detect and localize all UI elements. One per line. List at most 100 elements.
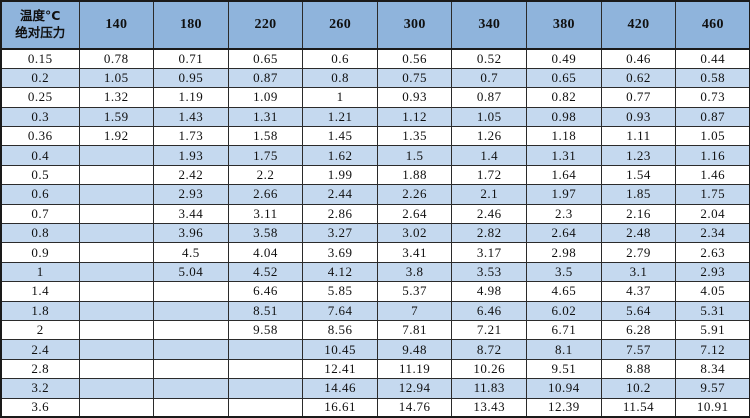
data-cell: 5.37 (376, 281, 453, 302)
data-cell: 16.61 (302, 397, 378, 418)
data-cell: 3.96 (153, 223, 229, 244)
data-cell: 7.81 (376, 319, 453, 341)
data-cell: 2.34 (675, 223, 750, 244)
table-row: 0.7 3.44 3.11 2.86 2.64 2.46 2.3 2.16 2.04 (0, 203, 750, 225)
data-cell: 7.12 (675, 339, 750, 360)
table-row: 0.3 1.59 1.43 1.31 1.21 1.12 1.05 0.98 0.93 0.87 (0, 106, 750, 128)
data-cell: 0.93 (376, 87, 453, 108)
table-row: 0.2 1.05 0.95 0.87 0.8 0.75 0.7 0.65 0.62 0.58 (0, 67, 750, 89)
data-cell: 4.5 (153, 242, 229, 263)
data-cell: 6.02 (526, 300, 602, 321)
data-cell: 1.97 (526, 184, 602, 205)
row-header-cell: 1.4 (0, 281, 80, 302)
data-cell: 1.93 (153, 145, 229, 166)
data-cell: 9.57 (675, 378, 750, 399)
row-header-cell: 1 (0, 261, 80, 283)
table-row: 3.2 14.46 12.94 11.83 10.94 10.2 9.57 (0, 378, 750, 399)
column-header-460: 460 (675, 0, 750, 50)
data-cell: 11.19 (376, 358, 453, 380)
data-cell: 0.44 (675, 48, 750, 69)
data-cell: 3.41 (376, 242, 453, 263)
data-cell: 1.85 (600, 184, 677, 205)
data-cell: 0.98 (526, 106, 602, 128)
table-row: 0.25 1.32 1.19 1.09 1 0.93 0.87 0.82 0.77 0.73 (0, 87, 750, 108)
data-cell: 4.98 (451, 281, 528, 302)
data-cell: 14.76 (376, 397, 453, 418)
table-row: 0.15 0.78 0.71 0.65 0.6 0.56 0.52 0.49 0.46 0.44 (0, 48, 750, 69)
data-cell: 12.94 (376, 378, 453, 399)
data-cell: 2.42 (153, 164, 229, 186)
data-cell: 1.05 (451, 106, 528, 128)
data-cell: 1.05 (78, 67, 155, 89)
data-cell: 9.58 (227, 319, 304, 341)
row-header-cell: 0.6 (0, 184, 80, 205)
data-cell: 1.54 (600, 164, 677, 186)
data-cell: 3.11 (227, 203, 304, 225)
empty-cell (78, 339, 155, 360)
empty-cell (227, 397, 304, 418)
data-cell: 12.39 (526, 397, 602, 418)
column-header-220: 220 (227, 0, 304, 50)
data-cell: 12.41 (302, 358, 378, 380)
data-cell: 1.23 (600, 145, 677, 166)
header-row: 温度°C 绝对压力 140 180 220 260 300 340 380 42… (0, 0, 750, 50)
data-cell: 5.31 (675, 300, 750, 321)
row-header-cell: 3.2 (0, 378, 80, 399)
empty-cell (78, 145, 155, 166)
data-cell: 1.62 (302, 145, 378, 166)
data-cell: 1.58 (227, 126, 304, 147)
table-row: 0.9 4.5 4.04 3.69 3.41 3.17 2.98 2.79 2.63 (0, 242, 750, 263)
data-cell: 2.16 (600, 203, 677, 225)
row-header-cell: 0.36 (0, 126, 80, 147)
data-cell: 1.59 (78, 106, 155, 128)
data-cell: 8.51 (227, 300, 304, 321)
empty-cell (78, 184, 155, 205)
data-cell: 1.31 (526, 145, 602, 166)
data-cell: 1.75 (227, 145, 304, 166)
empty-cell (78, 261, 155, 283)
empty-cell (78, 242, 155, 263)
data-cell: 6.71 (526, 319, 602, 341)
data-cell: 6.28 (600, 319, 677, 341)
data-cell: 0.46 (600, 48, 677, 69)
row-header-cell: 1.8 (0, 300, 80, 321)
data-cell: 2.86 (302, 203, 378, 225)
data-cell: 0.56 (376, 48, 453, 69)
column-header-180: 180 (153, 0, 229, 50)
table-row: 0.8 3.96 3.58 3.27 3.02 2.82 2.64 2.48 2.34 (0, 223, 750, 244)
data-cell: 1.5 (376, 145, 453, 166)
data-cell: 4.52 (227, 261, 304, 283)
data-cell: 2.63 (675, 242, 750, 263)
data-cell: 4.04 (227, 242, 304, 263)
data-cell: 0.49 (526, 48, 602, 69)
data-cell: 8.56 (302, 319, 378, 341)
table-row: 0.5 2.42 2.2 1.99 1.88 1.72 1.64 1.54 1.46 (0, 164, 750, 186)
corner-header-line-1: 温度°C (20, 8, 61, 24)
data-cell: 3.8 (376, 261, 453, 283)
data-cell: 9.48 (376, 339, 453, 360)
data-cell: 2.82 (451, 223, 528, 244)
table-row: 1 5.04 4.52 4.12 3.8 3.53 3.5 3.1 2.93 (0, 261, 750, 283)
data-cell: 0.87 (227, 67, 304, 89)
data-cell: 0.87 (675, 106, 750, 128)
data-cell: 1.46 (675, 164, 750, 186)
data-cell: 0.82 (526, 87, 602, 108)
data-cell: 14.46 (302, 378, 378, 399)
data-cell: 0.8 (302, 67, 378, 89)
empty-cell (78, 358, 155, 380)
data-cell: 2.1 (451, 184, 528, 205)
data-cell: 11.83 (451, 378, 528, 399)
data-cell: 4.05 (675, 281, 750, 302)
data-cell: 1.88 (376, 164, 453, 186)
table-row: 0.6 2.93 2.66 2.44 2.26 2.1 1.97 1.85 1.75 (0, 184, 750, 205)
data-cell: 7.57 (600, 339, 677, 360)
data-cell: 3.69 (302, 242, 378, 263)
data-cell: 3.58 (227, 223, 304, 244)
empty-cell (153, 319, 229, 341)
data-cell: 1.31 (227, 106, 304, 128)
table-row: 3.6 16.61 14.76 13.43 12.39 11.54 10.91 (0, 397, 750, 418)
data-cell: 8.1 (526, 339, 602, 360)
data-cell: 0.93 (600, 106, 677, 128)
